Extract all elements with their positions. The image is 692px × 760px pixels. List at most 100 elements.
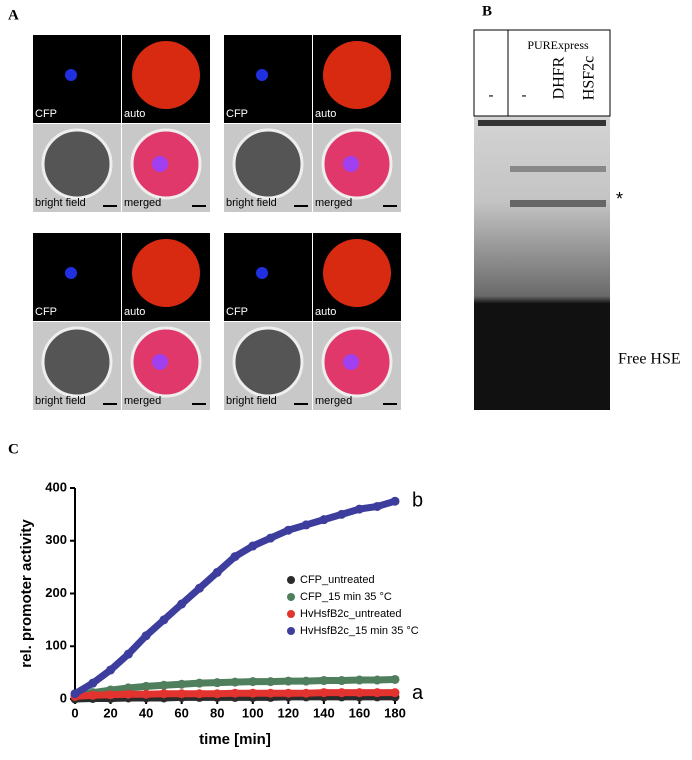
point xyxy=(354,504,364,514)
point xyxy=(159,615,169,625)
point xyxy=(177,689,187,699)
cfp-signal xyxy=(256,267,268,279)
auto-signal xyxy=(132,41,200,109)
point xyxy=(319,515,329,525)
cell xyxy=(41,326,113,398)
micro-tile xyxy=(224,233,312,321)
tile-label: bright field xyxy=(226,395,277,407)
lane-label: DHFR xyxy=(551,56,568,99)
point xyxy=(390,674,400,684)
y-tick-label: 300 xyxy=(45,532,67,547)
point xyxy=(248,688,258,698)
auto-signal xyxy=(323,41,391,109)
x-tick-label: 120 xyxy=(277,705,299,720)
x-axis-label: time [min] xyxy=(199,731,271,748)
point xyxy=(141,631,151,641)
point xyxy=(319,688,329,698)
point xyxy=(177,599,187,609)
legend-marker xyxy=(287,610,295,618)
tile-label: CFP xyxy=(35,108,57,120)
point xyxy=(390,688,400,698)
tile-label: auto xyxy=(124,108,145,120)
point xyxy=(230,688,240,698)
point xyxy=(337,676,347,686)
x-tick-label: 100 xyxy=(242,705,264,720)
legend-label: CFP_untreated xyxy=(300,574,375,586)
gel-header-box xyxy=(473,29,611,117)
point xyxy=(212,567,222,577)
gel-header: PURExpress xyxy=(527,38,589,52)
annotation: a xyxy=(412,682,424,704)
y-tick-label: 400 xyxy=(45,479,67,494)
panel-label: A xyxy=(8,7,19,23)
legend-label: HvHsfB2c_15 min 35 °C xyxy=(300,625,419,637)
point xyxy=(141,689,151,699)
point xyxy=(266,533,276,543)
point xyxy=(354,688,364,698)
point xyxy=(248,541,258,551)
x-tick-label: 140 xyxy=(313,705,335,720)
tile-label: bright field xyxy=(35,197,86,209)
annotation: b xyxy=(412,489,423,511)
point xyxy=(266,677,276,687)
cell xyxy=(232,128,304,200)
point xyxy=(301,676,311,686)
y-tick-label: 100 xyxy=(45,638,67,653)
x-tick-label: 40 xyxy=(139,705,153,720)
y-axis-label: rel. promoter activity xyxy=(18,519,35,668)
nucleus xyxy=(152,156,168,172)
legend-marker xyxy=(287,627,295,635)
lane-label: - xyxy=(489,87,494,103)
band-marker: * xyxy=(616,189,623,209)
nucleus xyxy=(152,354,168,370)
point xyxy=(354,675,364,685)
point xyxy=(194,689,204,699)
tile-label: auto xyxy=(124,306,145,318)
point xyxy=(159,689,169,699)
tile-label: merged xyxy=(124,395,161,407)
point xyxy=(301,688,311,698)
point xyxy=(123,649,133,659)
point xyxy=(194,583,204,593)
x-tick-label: 80 xyxy=(210,705,224,720)
cfp-signal xyxy=(65,267,77,279)
micro-tile xyxy=(33,35,121,123)
x-tick-label: 0 xyxy=(71,705,78,720)
point xyxy=(212,689,222,699)
point xyxy=(372,501,382,511)
cfp-signal xyxy=(256,69,268,81)
point xyxy=(390,496,400,506)
point xyxy=(70,689,80,699)
point xyxy=(283,688,293,698)
lane-label: - xyxy=(522,87,527,103)
point xyxy=(230,677,240,687)
micro-tile xyxy=(33,233,121,321)
point xyxy=(194,678,204,688)
x-tick-label: 60 xyxy=(174,705,188,720)
legend-marker xyxy=(287,576,295,584)
y-tick-label: 200 xyxy=(45,585,67,600)
panel-label: C xyxy=(8,441,19,457)
tile-label: bright field xyxy=(35,395,86,407)
point xyxy=(372,688,382,698)
x-tick-label: 160 xyxy=(349,705,371,720)
x-tick-label: 20 xyxy=(103,705,117,720)
free-label: Free HSE xyxy=(618,351,681,368)
auto-signal xyxy=(132,239,200,307)
tile-label: auto xyxy=(315,108,336,120)
point xyxy=(141,681,151,691)
point xyxy=(123,683,133,693)
tile-label: CFP xyxy=(226,306,248,318)
legend-label: CFP_15 min 35 °C xyxy=(300,591,392,603)
lane-label: HSF2c xyxy=(581,56,598,100)
point xyxy=(88,690,98,700)
cell xyxy=(232,326,304,398)
cell xyxy=(41,128,113,200)
auto-signal xyxy=(323,239,391,307)
nucleus xyxy=(343,354,359,370)
tile-label: CFP xyxy=(226,108,248,120)
point xyxy=(106,690,116,700)
y-tick-label: 0 xyxy=(60,690,67,705)
point xyxy=(337,688,347,698)
